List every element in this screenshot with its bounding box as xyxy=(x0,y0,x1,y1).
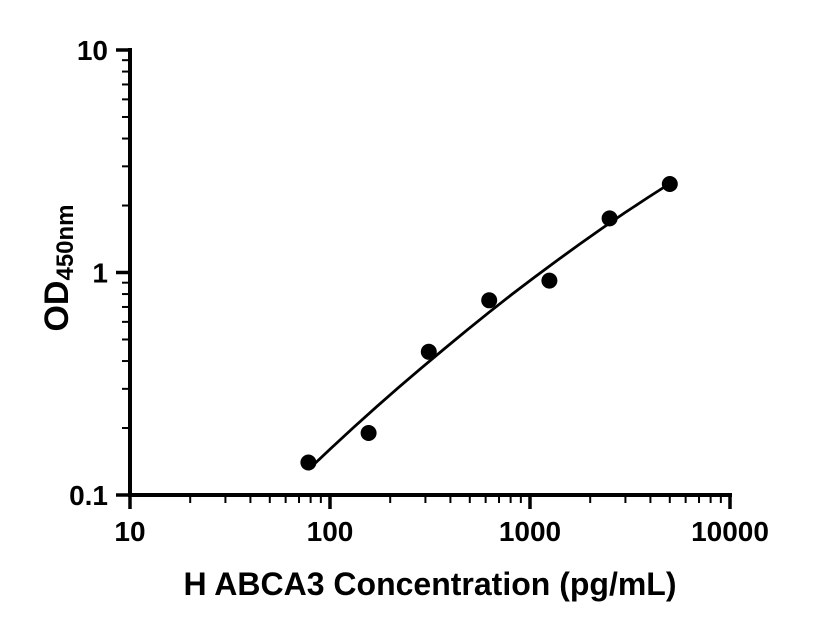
y-tick-label: 1 xyxy=(92,258,108,289)
data-point xyxy=(601,210,618,227)
data-point xyxy=(300,454,317,471)
x-tick-label: 100 xyxy=(307,516,354,547)
x-tick-label: 1000 xyxy=(499,516,561,547)
data-point xyxy=(360,425,377,441)
y-tick-label: 10 xyxy=(77,35,108,66)
y-axis-title: OD450nm xyxy=(35,148,79,388)
x-tick-label: 10 xyxy=(114,516,145,547)
y-axis-title-subscript: 450nm xyxy=(52,204,79,281)
data-point xyxy=(541,272,558,289)
y-tick-label: 0.1 xyxy=(69,480,108,511)
data-point xyxy=(420,343,437,360)
fit-curve-line xyxy=(307,182,671,471)
data-point xyxy=(661,176,678,192)
x-tick-label: 10000 xyxy=(691,516,769,547)
x-axis-title: H ABCA3 Concentration (pg/mL) xyxy=(183,566,677,602)
y-axis-title-base: OD xyxy=(38,280,76,332)
data-point xyxy=(481,292,498,309)
